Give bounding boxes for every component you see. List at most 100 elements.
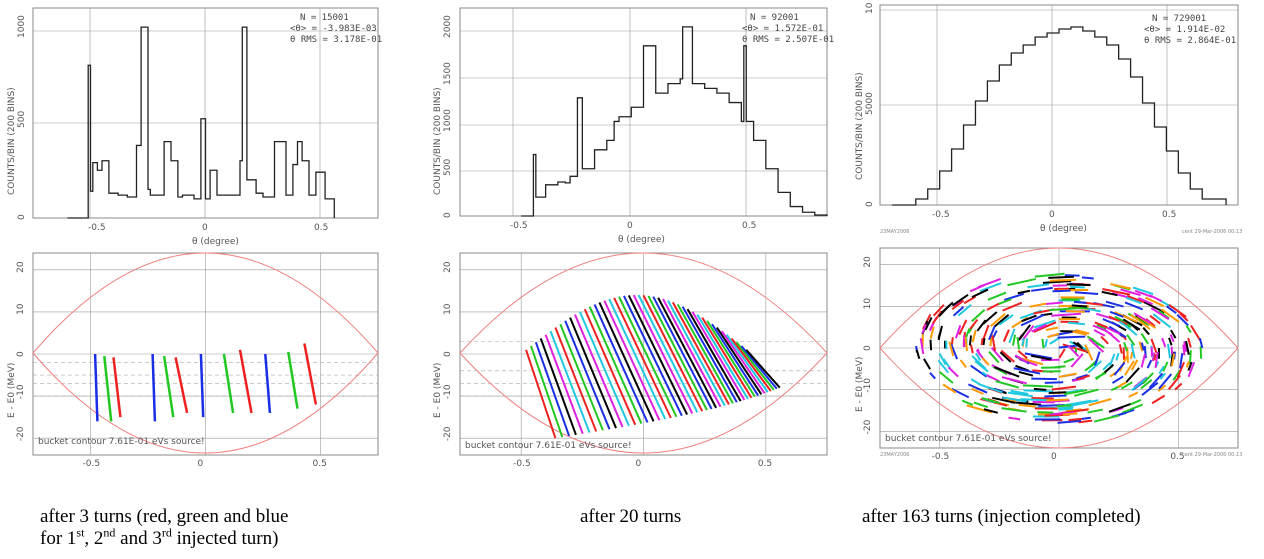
particle-streak <box>1022 384 1054 388</box>
y-tick-label: 10 <box>863 298 873 310</box>
x-tick-label: 0 <box>627 221 633 231</box>
particle-streak <box>1059 372 1077 378</box>
particle-streak <box>603 300 661 421</box>
particle-streak <box>1072 341 1084 350</box>
particle-streak <box>969 284 986 293</box>
y-tick-label: 0 <box>863 345 873 351</box>
y-tick-label: 10 <box>16 303 26 315</box>
particle-streak <box>1051 312 1081 317</box>
particle-streak <box>525 349 557 439</box>
phase-plot-1-grid <box>33 253 378 455</box>
particle-streak <box>1168 304 1187 318</box>
particle-streak <box>623 295 683 417</box>
particle-streak <box>1010 389 1029 396</box>
caption-2: after 20 turns <box>580 506 682 527</box>
particle-streak <box>1003 292 1025 301</box>
particle-streak <box>1198 338 1204 349</box>
particle-streak <box>1125 325 1138 336</box>
particle-streak <box>938 352 947 366</box>
particle-streak <box>929 326 935 339</box>
particle-streak <box>1141 381 1159 396</box>
x-tick-label: 0 <box>1049 210 1055 220</box>
particle-streak <box>1069 399 1099 408</box>
particle-streak <box>978 383 1003 394</box>
particle-streak <box>1021 324 1035 342</box>
particle-streak <box>1081 276 1094 280</box>
hist-plot-2-frame <box>459 7 828 217</box>
particle-streak <box>1084 344 1094 361</box>
x-tick-label: 0.5 <box>742 221 756 231</box>
particle-streak <box>1120 288 1141 297</box>
particle-streak <box>1049 411 1075 416</box>
y-tick-label: 500 <box>443 159 453 176</box>
particle-streak <box>938 371 954 384</box>
particle-streak <box>1066 283 1091 287</box>
particle-streak <box>1002 329 1010 343</box>
particle-streak <box>569 317 617 429</box>
phase-tick-labels: -20 -10 0 10 20 -0.5 0 0.5 <box>863 256 1185 462</box>
particle-streak <box>966 404 993 414</box>
particle-streak <box>975 352 982 362</box>
y-tick-label: -20 <box>863 419 873 434</box>
particle-streak <box>1148 372 1164 389</box>
particle-streak <box>1094 321 1108 329</box>
particle-streak <box>1166 305 1177 314</box>
particle-streak <box>983 408 999 414</box>
particle-streak <box>1187 361 1193 371</box>
stat-n: N = 92001 <box>750 13 799 23</box>
particle-streak <box>1069 306 1089 310</box>
particle-streak <box>1124 301 1144 311</box>
particle-streak <box>1073 300 1087 304</box>
y-tick-label: 0 <box>17 214 27 220</box>
particle-streak <box>928 323 935 332</box>
x-tick-label: 0.5 <box>1162 210 1176 220</box>
particle-streak <box>980 338 984 346</box>
y-tick-label: 0 <box>865 201 875 207</box>
y-tick-label: 2000 <box>443 15 453 38</box>
particle-streak <box>544 334 584 435</box>
particle-streak <box>598 301 655 422</box>
particle-streak <box>1140 342 1145 351</box>
particle-streak <box>1185 340 1190 355</box>
particle-streak <box>937 359 949 374</box>
particle-streak <box>986 374 1000 383</box>
particle-streak <box>1146 359 1153 369</box>
bucket-contour <box>459 252 828 454</box>
particle-streak <box>1187 337 1192 348</box>
particle-streak <box>947 366 959 378</box>
particle-streak <box>959 359 967 369</box>
particle-streak <box>992 396 1016 404</box>
particle-streak <box>1176 361 1185 378</box>
stat-mean: <θ> = 1.572E-01 <box>742 24 823 34</box>
particle-streak <box>1002 301 1023 312</box>
y-tick-label: 0 <box>443 351 453 357</box>
particle-streak <box>618 296 678 418</box>
particle-streak <box>1013 367 1041 375</box>
particle-streak <box>1027 283 1049 289</box>
particle-streak <box>991 335 997 352</box>
particle-streak <box>961 399 974 406</box>
particle-streak <box>1017 289 1031 295</box>
particle-streak <box>1018 324 1032 341</box>
particle-streak <box>1074 291 1099 296</box>
particle-streak <box>1063 357 1075 364</box>
particle-streak <box>637 294 699 413</box>
particle-streak <box>973 401 988 409</box>
particle-streak <box>942 383 957 394</box>
particle-streak <box>1114 311 1138 323</box>
particle-streak <box>1110 283 1131 290</box>
particle-streak <box>988 325 996 341</box>
particle-streak <box>530 345 564 438</box>
particle-streak <box>1058 348 1066 359</box>
particle-streak <box>1065 408 1082 412</box>
particle-streak <box>667 300 726 407</box>
particle-streak <box>1179 352 1184 369</box>
x-axis-label: θ (degree) <box>618 235 665 245</box>
particle-streak <box>1161 337 1167 348</box>
bucket-label: bucket contour 7.61E-01 eVs source! <box>885 434 1052 444</box>
particle-streak <box>627 294 689 416</box>
particle-streak <box>1008 416 1021 421</box>
particle-streak <box>1142 372 1154 385</box>
y-tick-label: -20 <box>443 426 453 441</box>
particle-streak <box>1143 301 1165 314</box>
